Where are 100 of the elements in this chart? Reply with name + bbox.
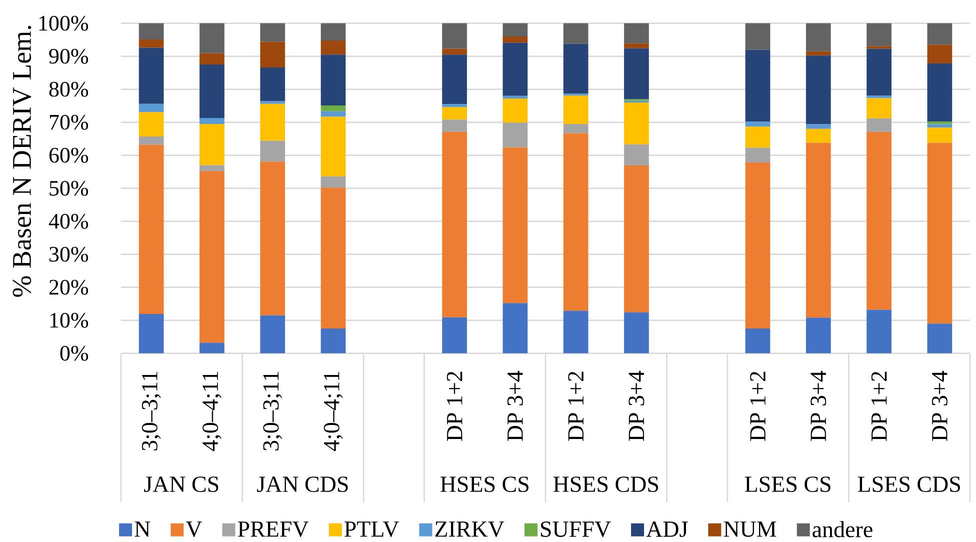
bar: [502, 36, 528, 43]
bar: [806, 142, 831, 318]
bar: [927, 64, 952, 122]
text: LSES CS: [744, 476, 830, 492]
x-tick-label: DP 3+4: [810, 370, 826, 441]
bar: [866, 98, 892, 118]
bar: [563, 44, 588, 94]
bar: [502, 303, 528, 354]
bar: [138, 136, 164, 145]
bar: [138, 104, 164, 112]
y-tick-label: 80%: [49, 82, 88, 97]
bar: [320, 176, 346, 188]
bar: [745, 126, 770, 148]
bar: [563, 133, 588, 311]
bar: [866, 96, 892, 98]
bar: [320, 23, 346, 40]
bar: [866, 132, 892, 310]
x-tick-label: 4;0–4;11: [324, 372, 343, 451]
bar: [806, 128, 831, 143]
text: LSES CDS: [858, 476, 960, 492]
bar: [927, 324, 952, 354]
bar: [320, 116, 346, 176]
bar: [260, 101, 286, 104]
legend-label: PREFV: [238, 522, 309, 537]
bar: [442, 54, 467, 104]
text: JAN CDS: [257, 476, 348, 492]
x-tick-label: DP 3+4: [507, 370, 523, 441]
bar: [866, 23, 892, 46]
bar: [200, 171, 224, 343]
bar: [320, 54, 346, 106]
bar: [866, 48, 892, 96]
legend-label: ZIRKV: [435, 522, 504, 537]
legend-label: andere: [812, 521, 872, 538]
legend-label: V: [186, 522, 202, 537]
bar: [806, 23, 831, 52]
bar: [563, 124, 588, 134]
bar: [320, 188, 346, 329]
y-tick-label: 40%: [48, 214, 88, 229]
bar: [138, 23, 164, 40]
bar: [927, 128, 952, 143]
x-tick-label: DP 3+4: [628, 370, 644, 441]
bar: [745, 162, 770, 329]
bar: [866, 310, 892, 354]
legend-label: PTLV: [344, 522, 399, 537]
text: HSES CS: [440, 476, 528, 492]
y-tick-label: 20%: [49, 280, 88, 295]
bar: [442, 23, 467, 49]
bar: [624, 43, 649, 48]
bar: [200, 53, 224, 65]
bar: [442, 132, 467, 318]
x-tick-label: DP 1+2: [568, 372, 584, 441]
bar: [745, 23, 770, 50]
bar: [927, 44, 952, 64]
bar: [624, 312, 649, 354]
x-tick-label: DP 3+4: [932, 370, 948, 441]
bar: [563, 96, 588, 124]
bar: [200, 64, 224, 118]
bar: [745, 148, 770, 163]
x-tick-label: DP 1+2: [446, 372, 462, 441]
x-tick-label: DP 1+2: [750, 372, 766, 441]
bar: [502, 23, 528, 36]
bar: [502, 147, 528, 304]
bar: [866, 46, 892, 49]
bar: [320, 40, 346, 55]
bar: [745, 50, 770, 122]
bar: [563, 23, 588, 44]
bar: [320, 328, 346, 354]
y-tick-label: 70%: [50, 114, 88, 130]
y-tick-label: 60%: [49, 148, 88, 163]
y-tick-label: 30%: [50, 246, 88, 262]
bar: [260, 68, 286, 102]
bar: [200, 342, 224, 354]
bar: [260, 315, 286, 354]
y-tick-label: 10%: [50, 312, 88, 328]
bar: [260, 42, 286, 68]
bar: [320, 111, 346, 117]
bar: [927, 142, 952, 324]
text: HSES CDS: [553, 476, 658, 492]
bar: [442, 120, 467, 132]
bar: [320, 105, 346, 112]
bar: [442, 107, 467, 120]
bar: [502, 122, 528, 148]
bar: [806, 318, 831, 354]
bar: [927, 122, 952, 124]
bar: [624, 144, 649, 166]
bar: [806, 51, 831, 56]
bar: [138, 314, 164, 354]
bar: [442, 317, 467, 354]
bar: [806, 124, 831, 129]
bar: [200, 118, 224, 124]
x-tick-label: 3;0–3;11: [142, 372, 161, 450]
x-tick-label: DP 1+2: [871, 372, 887, 441]
bar: [442, 48, 467, 55]
bar: [624, 23, 649, 44]
bar: [138, 112, 164, 136]
x-tick-label: 3;0–3;11: [263, 372, 282, 450]
y-axis-title: % Basen N DERIV Lem.: [12, 26, 32, 297]
bar: [624, 102, 649, 144]
y-tick-label: 90%: [49, 48, 88, 64]
bar: [927, 124, 952, 128]
